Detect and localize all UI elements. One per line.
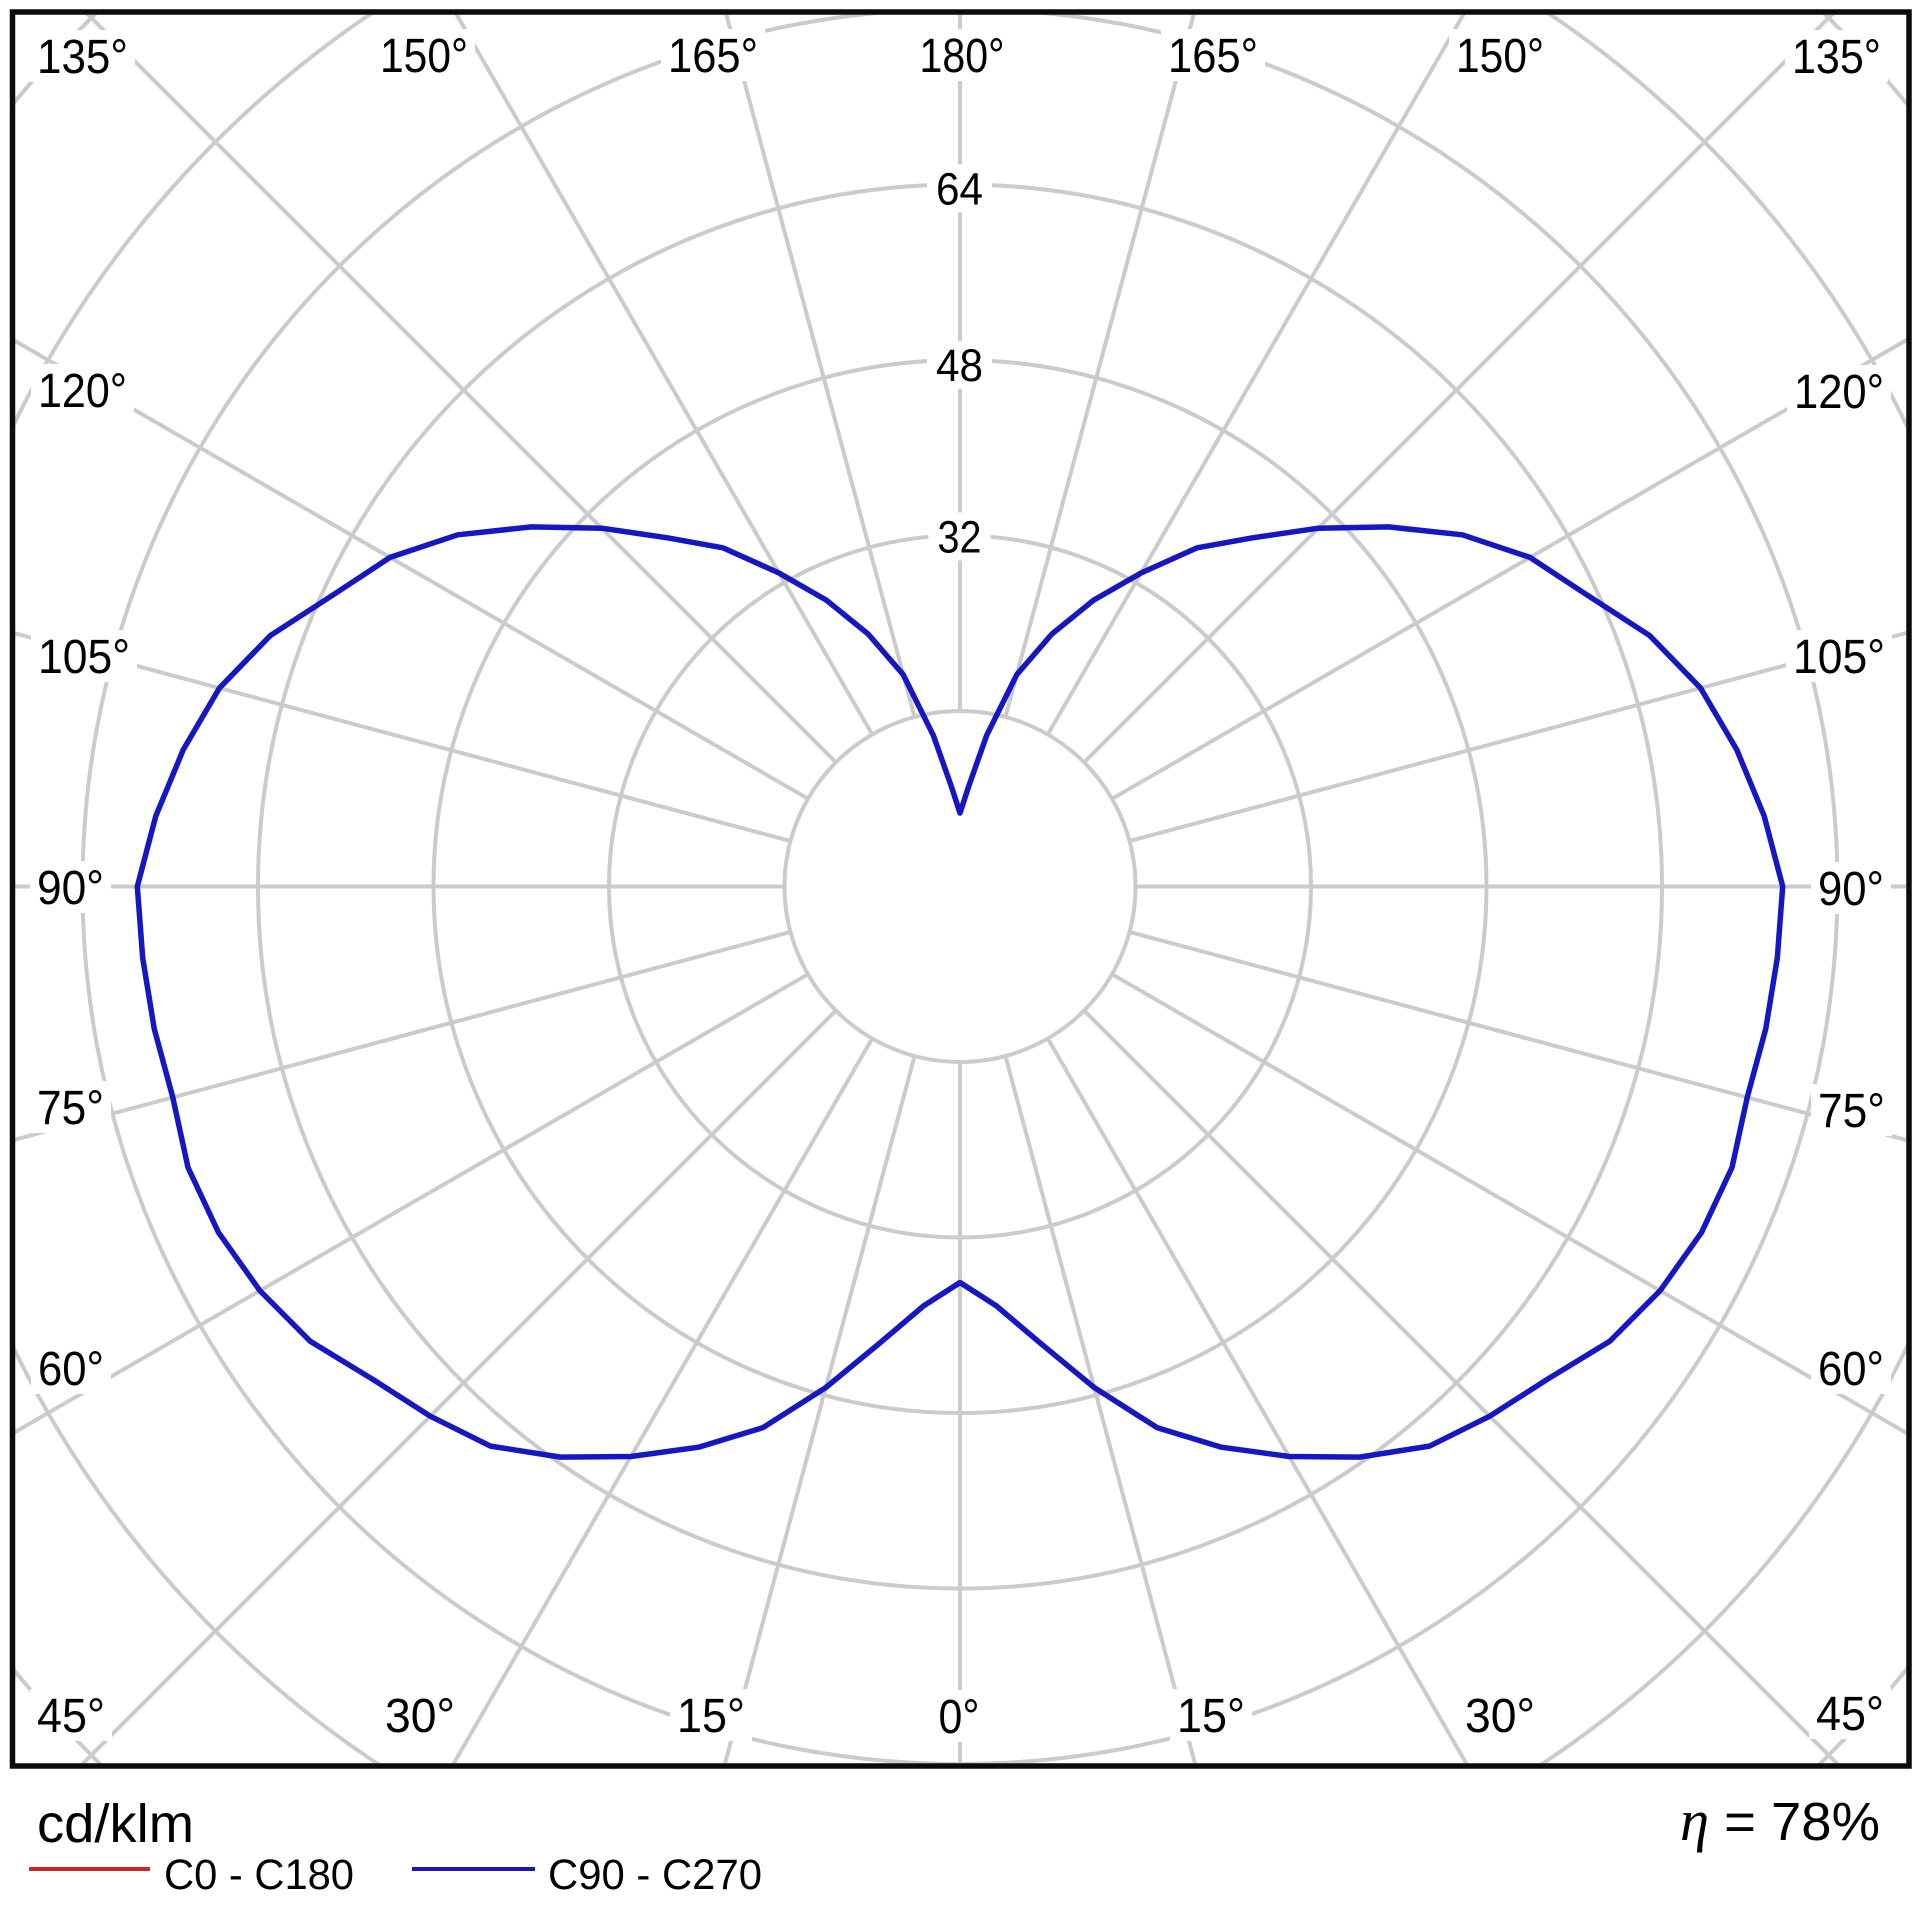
svg-text:90°: 90°: [1818, 863, 1884, 916]
svg-text:180°: 180°: [920, 30, 1005, 83]
svg-text:15°: 15°: [677, 1690, 745, 1743]
svg-text:120°: 120°: [1794, 366, 1884, 419]
svg-text:105°: 105°: [1793, 631, 1885, 684]
svg-text:C0 - C180: C0 - C180: [164, 1851, 354, 1899]
svg-text:60°: 60°: [1818, 1343, 1884, 1396]
svg-text:120°: 120°: [38, 365, 127, 418]
svg-text:15°: 15°: [1177, 1690, 1245, 1743]
svg-text:η = 78%: η = 78%: [1680, 1788, 1880, 1853]
svg-text:30°: 30°: [385, 1690, 455, 1743]
svg-text:135°: 135°: [37, 31, 128, 84]
svg-text:0°: 0°: [939, 1691, 980, 1744]
svg-text:45°: 45°: [37, 1690, 105, 1743]
svg-text:75°: 75°: [1818, 1085, 1885, 1138]
svg-text:135°: 135°: [1792, 31, 1881, 84]
svg-text:60°: 60°: [38, 1343, 104, 1396]
svg-text:cd/klm: cd/klm: [37, 1794, 194, 1854]
svg-text:48: 48: [936, 340, 983, 391]
svg-text:90°: 90°: [37, 862, 104, 915]
svg-text:150°: 150°: [380, 30, 468, 83]
svg-text:105°: 105°: [38, 631, 130, 684]
svg-text:165°: 165°: [668, 30, 758, 83]
svg-text:165°: 165°: [1168, 30, 1258, 83]
svg-text:75°: 75°: [37, 1082, 104, 1135]
svg-text:C90 - C270: C90 - C270: [548, 1851, 762, 1899]
svg-text:45°: 45°: [1816, 1688, 1884, 1741]
svg-text:30°: 30°: [1465, 1690, 1535, 1743]
svg-text:64: 64: [936, 164, 983, 215]
svg-text:32: 32: [938, 512, 982, 563]
svg-text:150°: 150°: [1456, 30, 1544, 83]
